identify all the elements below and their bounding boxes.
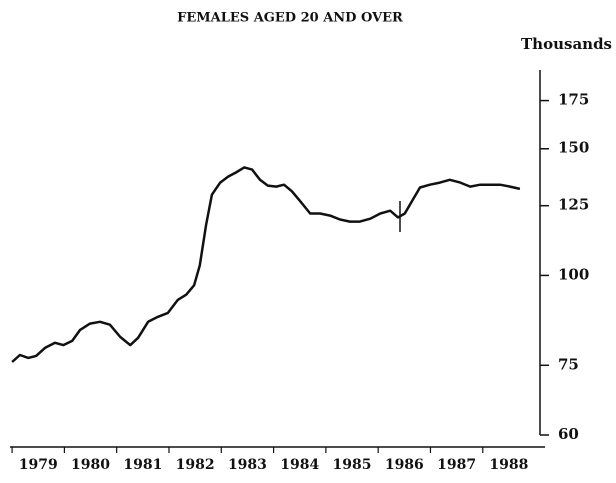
y-tick-label: 150 <box>558 139 589 157</box>
y-tick-label: 175 <box>558 91 589 109</box>
x-tick-label: 1987 <box>437 457 476 473</box>
x-tick-label: 1979 <box>19 457 58 473</box>
data-line <box>11 166 521 363</box>
x-tick-label: 1988 <box>489 457 528 473</box>
x-tick-label: 1986 <box>385 457 424 473</box>
y-axis-label: Thousands <box>521 35 612 53</box>
x-tick-label: 1985 <box>333 457 372 473</box>
x-tick-label: 1984 <box>280 457 319 473</box>
chart-title: FEMALES AGED 20 AND OVER <box>177 11 403 26</box>
x-tick-label: 1980 <box>71 457 110 473</box>
y-tick-label: 100 <box>558 265 589 283</box>
y-tick-label: 125 <box>558 196 589 214</box>
x-tick-label: 1982 <box>176 457 215 473</box>
x-tick-label: 1981 <box>123 457 162 473</box>
y-tick-label: 60 <box>558 425 579 443</box>
y-tick-label: 75 <box>558 355 579 373</box>
x-tick-label: 1983 <box>228 457 267 473</box>
